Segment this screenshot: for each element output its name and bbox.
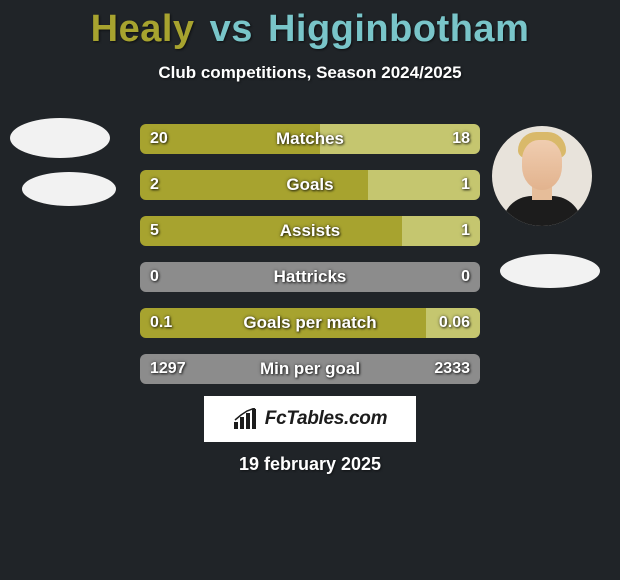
bar-value-right: 0.06 (439, 308, 470, 338)
player1-name: Healy (91, 8, 195, 50)
bar-value-right: 0 (461, 262, 470, 292)
bar-value-right: 1 (461, 170, 470, 200)
date-text: 19 february 2025 (0, 454, 620, 475)
comparison-title: Healy vs Higginbotham (0, 0, 620, 51)
bar-value-right: 18 (452, 124, 470, 154)
bar-row-assists: 5 Assists 1 (140, 216, 480, 246)
player1-avatar-placeholder-2 (22, 172, 116, 206)
avatar-shirt (502, 196, 582, 226)
bar-row-mpg: 1297 Min per goal 2333 (140, 354, 480, 384)
comparison-bars: 20 Matches 18 2 Goals 1 5 Assists 1 0 Ha… (140, 124, 480, 400)
bar-row-matches: 20 Matches 18 (140, 124, 480, 154)
bar-value-right: 2333 (434, 354, 470, 384)
bar-label: Min per goal (140, 354, 480, 384)
bar-value-right: 1 (461, 216, 470, 246)
bar-label: Goals (140, 170, 480, 200)
player1-avatar-placeholder-1 (10, 118, 110, 158)
bar-label: Hattricks (140, 262, 480, 292)
bar-label: Matches (140, 124, 480, 154)
bar-label: Assists (140, 216, 480, 246)
player2-avatar (492, 126, 592, 226)
player2-avatar-placeholder (500, 254, 600, 288)
avatar-head (522, 140, 562, 190)
bar-label: Goals per match (140, 308, 480, 338)
vs-text: vs (210, 8, 253, 50)
bar-row-gpm: 0.1 Goals per match 0.06 (140, 308, 480, 338)
brand-text: FcTables.com (265, 408, 387, 430)
brand-bars-icon (233, 408, 259, 430)
bar-row-hattricks: 0 Hattricks 0 (140, 262, 480, 292)
brand-box: FcTables.com (204, 396, 416, 442)
bar-row-goals: 2 Goals 1 (140, 170, 480, 200)
player2-name: Higginbotham (268, 8, 529, 50)
subtitle: Club competitions, Season 2024/2025 (0, 63, 620, 83)
